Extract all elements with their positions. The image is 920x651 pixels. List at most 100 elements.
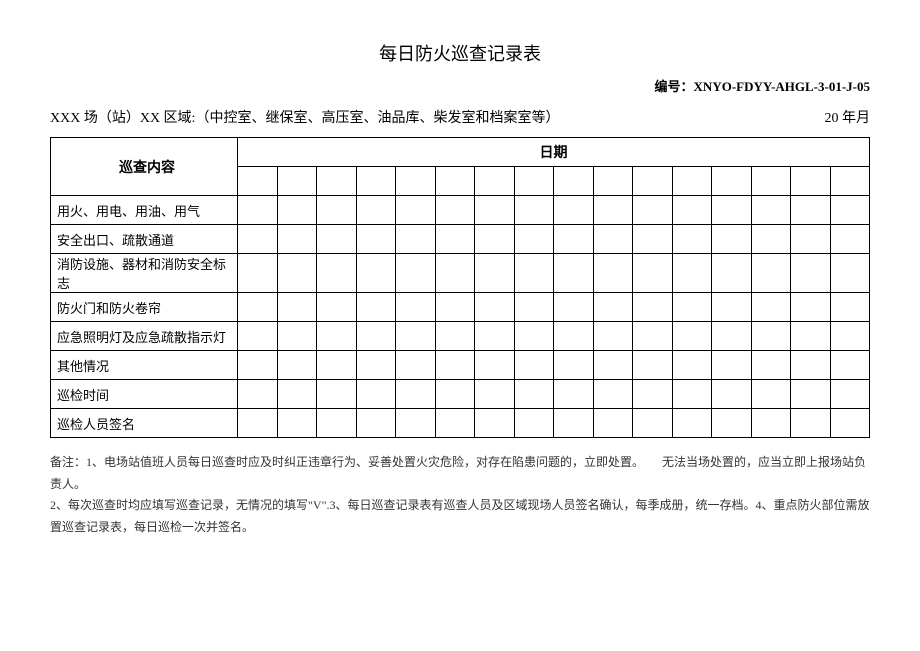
table-cell bbox=[554, 351, 594, 380]
table-cell bbox=[751, 225, 791, 254]
header-info: XXX 场（站）XX 区域:（中控室、继保室、高压室、油品库、柴发室和档案室等）… bbox=[50, 107, 870, 127]
table-row: 用火、用电、用油、用气 bbox=[51, 196, 870, 225]
table-cell bbox=[672, 254, 712, 293]
table-cell bbox=[672, 293, 712, 322]
table-cell bbox=[712, 225, 752, 254]
table-cell bbox=[791, 225, 831, 254]
table-cell bbox=[593, 196, 633, 225]
table-cell bbox=[633, 322, 673, 351]
table-cell bbox=[633, 380, 673, 409]
table-cell bbox=[633, 409, 673, 438]
row-label: 其他情况 bbox=[51, 351, 238, 380]
table-cell bbox=[238, 322, 278, 351]
date-col-header bbox=[751, 167, 791, 196]
table-cell bbox=[277, 380, 317, 409]
table-cell bbox=[712, 293, 752, 322]
table-cell bbox=[238, 196, 278, 225]
table-cell bbox=[830, 351, 870, 380]
date-col-header bbox=[475, 167, 515, 196]
table-cell bbox=[396, 409, 436, 438]
row-label: 巡检人员签名 bbox=[51, 409, 238, 438]
table-cell bbox=[435, 409, 475, 438]
table-cell bbox=[317, 254, 357, 293]
table-cell bbox=[238, 225, 278, 254]
table-cell bbox=[317, 409, 357, 438]
table-row: 巡检人员签名 bbox=[51, 409, 870, 438]
date-header: 日期 bbox=[238, 138, 870, 167]
table-cell bbox=[277, 351, 317, 380]
row-label: 消防设施、器材和消防安全标志 bbox=[51, 254, 238, 293]
table-cell bbox=[830, 196, 870, 225]
header-left: XXX 场（站）XX 区域:（中控室、继保室、高压室、油品库、柴发室和档案室等） bbox=[50, 107, 770, 127]
table-cell bbox=[830, 380, 870, 409]
table-cell bbox=[238, 293, 278, 322]
date-col-header bbox=[593, 167, 633, 196]
table-cell bbox=[712, 380, 752, 409]
table-cell bbox=[751, 380, 791, 409]
table-cell bbox=[593, 322, 633, 351]
table-cell bbox=[277, 196, 317, 225]
table-cell bbox=[751, 196, 791, 225]
table-header-row-1: 巡查内容 日期 bbox=[51, 138, 870, 167]
table-cell bbox=[633, 351, 673, 380]
table-cell bbox=[514, 409, 554, 438]
date-col-header bbox=[238, 167, 278, 196]
table-cell bbox=[554, 225, 594, 254]
table-cell bbox=[593, 351, 633, 380]
table-cell bbox=[593, 380, 633, 409]
table-cell bbox=[238, 409, 278, 438]
date-col-header bbox=[791, 167, 831, 196]
row-label: 安全出口、疏散通道 bbox=[51, 225, 238, 254]
table-cell bbox=[830, 225, 870, 254]
table-cell bbox=[751, 293, 791, 322]
table-cell bbox=[396, 322, 436, 351]
table-row: 防火门和防火卷帘 bbox=[51, 293, 870, 322]
table-cell bbox=[633, 196, 673, 225]
table-cell bbox=[356, 225, 396, 254]
table-cell bbox=[435, 293, 475, 322]
table-cell bbox=[791, 351, 831, 380]
table-cell bbox=[791, 322, 831, 351]
table-cell bbox=[356, 351, 396, 380]
label-header: 巡查内容 bbox=[51, 138, 238, 196]
table-cell bbox=[356, 196, 396, 225]
table-cell bbox=[830, 409, 870, 438]
note-line-2: 2、每次巡查时均应填写巡查记录，无情况的填写"V".3、每日巡查记录表有巡查人员… bbox=[50, 495, 870, 538]
table-cell bbox=[514, 380, 554, 409]
table-cell bbox=[633, 254, 673, 293]
table-cell bbox=[277, 254, 317, 293]
table-cell bbox=[791, 409, 831, 438]
table-cell bbox=[396, 351, 436, 380]
table-cell bbox=[396, 225, 436, 254]
document-number: 编号：XNYO-FDYY-AHGL-3-01-J-05 bbox=[50, 76, 870, 95]
table-cell bbox=[554, 409, 594, 438]
table-cell bbox=[514, 351, 554, 380]
table-cell bbox=[317, 351, 357, 380]
table-cell bbox=[317, 380, 357, 409]
notes: 备注：1、电场站值班人员每日巡查时应及时纠正违章行为、妥善处置火灾危险，对存在陷… bbox=[50, 452, 870, 538]
table-cell bbox=[396, 293, 436, 322]
table-cell bbox=[356, 293, 396, 322]
table-row: 巡检时间 bbox=[51, 380, 870, 409]
table-cell bbox=[751, 351, 791, 380]
table-cell bbox=[633, 293, 673, 322]
table-cell bbox=[475, 196, 515, 225]
table-cell bbox=[791, 254, 831, 293]
date-col-header bbox=[633, 167, 673, 196]
table-cell bbox=[712, 322, 752, 351]
table-cell bbox=[672, 322, 712, 351]
table-cell bbox=[396, 196, 436, 225]
table-cell bbox=[475, 322, 515, 351]
table-cell bbox=[356, 254, 396, 293]
table-cell bbox=[435, 196, 475, 225]
table-row: 应急照明灯及应急疏散指示灯 bbox=[51, 322, 870, 351]
table-cell bbox=[751, 322, 791, 351]
table-cell bbox=[712, 254, 752, 293]
table-cell bbox=[514, 254, 554, 293]
table-cell bbox=[356, 380, 396, 409]
table-cell bbox=[435, 380, 475, 409]
table-cell bbox=[514, 322, 554, 351]
table-cell bbox=[317, 196, 357, 225]
table-cell bbox=[593, 409, 633, 438]
page-title: 每日防火巡查记录表 bbox=[50, 40, 870, 66]
